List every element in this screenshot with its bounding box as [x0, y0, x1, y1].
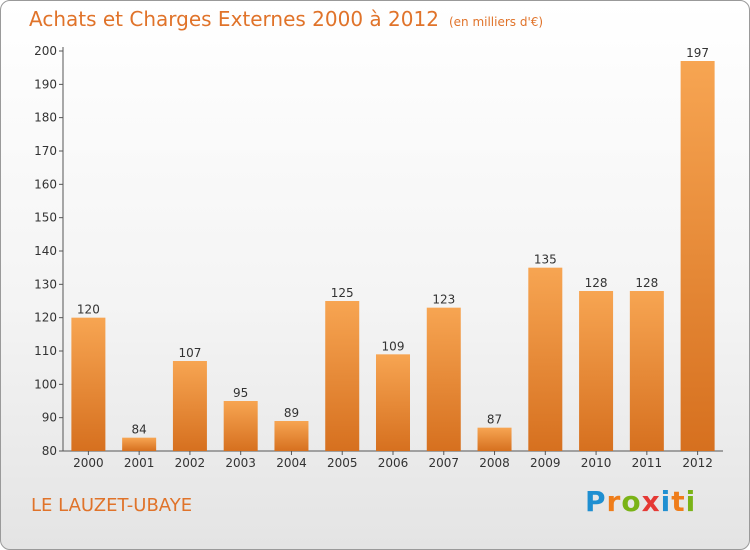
x-tick-label: 2000 [73, 456, 104, 470]
bar-2007 [426, 307, 461, 451]
logo-letter: P [585, 485, 607, 518]
x-tick-label: 2008 [479, 456, 510, 470]
bar-2005 [325, 301, 360, 451]
bar-value-label: 197 [686, 46, 709, 60]
y-tick-label: 110 [34, 344, 57, 358]
x-tick-label: 2003 [225, 456, 256, 470]
x-tick-label: 2004 [276, 456, 307, 470]
chart-title: Achats et Charges Externes 2000 à 2012 (e… [29, 7, 543, 31]
commune-name: LE LAUZET-UBAYE [31, 495, 193, 516]
logo-letter: x [641, 485, 661, 518]
logo-letter: r [606, 485, 622, 518]
bar-2004 [274, 421, 309, 451]
y-tick-label: 180 [34, 111, 57, 125]
logo-letter: t [671, 485, 686, 518]
bar-value-label: 120 [77, 303, 100, 317]
bar-value-label: 109 [382, 339, 405, 353]
y-tick-label: 160 [34, 177, 57, 191]
bar-value-label: 89 [284, 406, 299, 420]
y-tick-label: 170 [34, 144, 57, 158]
y-tick-label: 100 [34, 377, 57, 391]
bar-value-label: 87 [487, 413, 502, 427]
bar-value-label: 123 [432, 293, 455, 307]
logo-letter: o [621, 485, 642, 518]
bar-2008 [477, 427, 512, 451]
y-tick-label: 140 [34, 244, 57, 258]
bar-value-label: 84 [132, 423, 147, 437]
y-tick-label: 190 [34, 77, 57, 91]
bar-2003 [223, 401, 258, 451]
bar-2001 [122, 437, 157, 451]
y-tick-label: 80 [42, 444, 57, 458]
bar-value-label: 128 [635, 276, 658, 290]
bar-2011 [629, 291, 664, 451]
bar-2006 [376, 354, 410, 451]
bar-2009 [528, 267, 563, 451]
bar-value-label: 135 [534, 253, 557, 267]
x-tick-label: 2007 [428, 456, 459, 470]
proxiti-logo[interactable]: Proxiti [585, 485, 696, 518]
x-tick-label: 2001 [124, 456, 155, 470]
x-tick-label: 2009 [530, 456, 561, 470]
y-tick-label: 130 [34, 277, 57, 291]
bar-2010 [579, 291, 614, 451]
x-tick-label: 2012 [682, 456, 713, 470]
logo-letter: i [685, 485, 697, 518]
bar-value-label: 107 [178, 346, 201, 360]
logo-letter: i [660, 485, 672, 518]
y-tick-label: 90 [42, 411, 57, 425]
bar-value-label: 125 [331, 286, 354, 300]
y-tick-label: 200 [34, 44, 57, 58]
x-tick-label: 2010 [581, 456, 612, 470]
y-tick-label: 120 [34, 311, 57, 325]
bar-2000 [71, 317, 106, 451]
bar-value-label: 95 [233, 386, 248, 400]
x-tick-label: 2002 [175, 456, 206, 470]
x-tick-label: 2005 [327, 456, 358, 470]
chart-title-text: Achats et Charges Externes 2000 à 2012 [29, 7, 439, 31]
x-tick-label: 2011 [632, 456, 663, 470]
bar-2002 [172, 361, 207, 451]
y-tick-label: 150 [34, 211, 57, 225]
bar-value-label: 128 [585, 276, 608, 290]
chart-subtitle: (en milliers d'€) [448, 15, 544, 29]
bar-2012 [680, 61, 715, 451]
x-tick-label: 2006 [378, 456, 409, 470]
